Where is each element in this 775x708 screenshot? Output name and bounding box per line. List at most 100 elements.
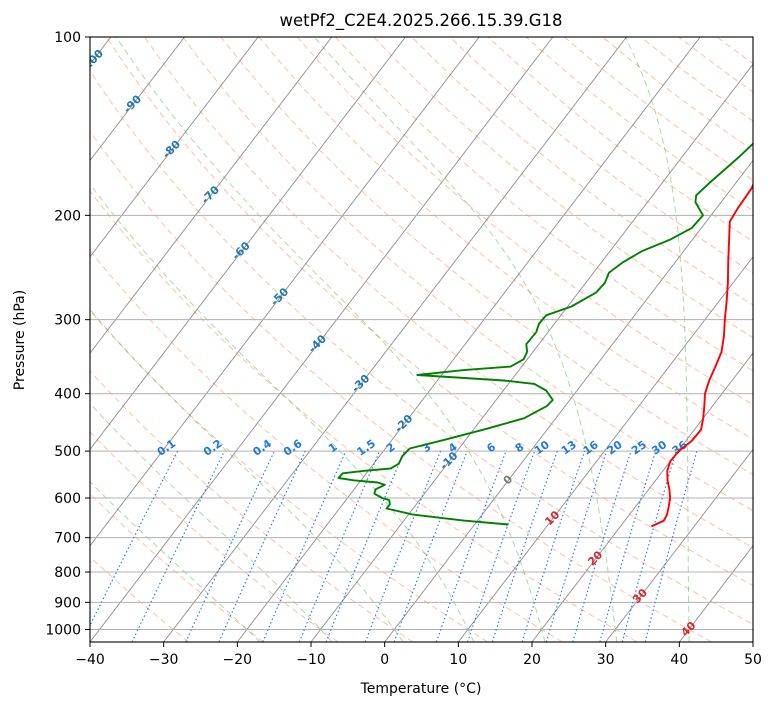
- y-tick-label: 100: [54, 30, 81, 46]
- isotherm-line: [531, 352, 753, 642]
- dry-adiabat: [525, 37, 753, 212]
- mixing-ratio-label: 20: [605, 438, 625, 458]
- mixing-ratio-line: [364, 450, 442, 642]
- mixing-ratio-line: [599, 450, 657, 642]
- dry-adiabat: [258, 37, 753, 440]
- moist-adiabat: [90, 183, 475, 642]
- dry-adiabat: [90, 70, 753, 625]
- dry-adiabat: [755, 37, 775, 642]
- isotherm-line: [457, 256, 753, 642]
- temperature-line: [651, 182, 753, 528]
- isotherm-line: [236, 37, 701, 642]
- mixing-ratio-label: 1.5: [355, 437, 378, 459]
- isotherm-line: [163, 37, 627, 642]
- isotherm-label: -70: [199, 183, 222, 206]
- mixing-ratio-label: 10: [532, 438, 552, 458]
- moist-adiabat: [90, 308, 404, 642]
- x-tick-label: 50: [744, 652, 762, 668]
- x-tick-label: −40: [75, 652, 105, 668]
- dry-adiabat: [90, 249, 563, 642]
- chart-title: wetPf2_C2E4.2025.266.15.39.G18: [279, 11, 562, 31]
- moist-adiabat: [624, 37, 690, 642]
- mixing-ratio-line: [90, 450, 179, 627]
- mixing-ratio-line: [491, 450, 558, 642]
- isotherm-label: 0: [501, 472, 516, 487]
- mixing-ratio-line: [621, 450, 677, 642]
- mixing-ratio-label: 13: [559, 438, 579, 457]
- dry-adiabat: [335, 37, 753, 372]
- mixing-ratio-label: 8: [513, 440, 527, 455]
- dry-adiabat: [90, 556, 190, 642]
- moist-adiabat: [90, 481, 261, 642]
- pressure-gridlines: [90, 37, 753, 630]
- y-tick-label: 400: [54, 387, 81, 403]
- mixing-ratio-label: 30: [649, 438, 669, 458]
- mixing-ratio-line: [466, 450, 536, 642]
- dry-adiabat: [90, 493, 264, 642]
- y-axis: 100 200 300 400 500 600 700 800 900 1000: [45, 30, 90, 638]
- dry-adiabat: [90, 431, 339, 642]
- mixing-ratio-line: [644, 450, 698, 642]
- sounding-series: [337, 142, 753, 528]
- y-tick-label: 700: [54, 531, 81, 547]
- dry-adiabat: [716, 37, 753, 65]
- moist-adiabat: [115, 37, 546, 642]
- mixing-ratio-lines: [90, 450, 698, 642]
- mixing-ratio-label: 2: [384, 440, 398, 455]
- mixing-ratio-label: 25: [629, 438, 649, 457]
- isotherm-label: -20: [392, 412, 415, 435]
- mixing-ratio-line: [325, 450, 405, 642]
- isotherm-label: -60: [230, 239, 253, 262]
- dry-adiabat: [90, 130, 712, 642]
- y-tick-label: 600: [54, 491, 81, 507]
- moist-adiabat: [90, 402, 333, 642]
- x-tick-label: −10: [296, 652, 326, 668]
- y-tick-label: 900: [54, 595, 81, 611]
- isotherm-label: 40: [679, 619, 699, 639]
- dry-adiabat: [90, 370, 414, 642]
- isotherm-line: [384, 159, 753, 642]
- skewed-isotherms: [90, 37, 753, 642]
- isotherm-line: [605, 448, 753, 642]
- x-tick-label: 30: [597, 652, 615, 668]
- dewpoint-line: [337, 142, 753, 526]
- dry-adiabat: [678, 37, 753, 93]
- isotherm-line: [90, 37, 333, 354]
- mixing-ratio-line: [393, 450, 468, 642]
- dry-adiabat: [640, 37, 753, 122]
- isotherm-line: [90, 37, 259, 258]
- mixing-ratio-label: 6: [484, 440, 498, 455]
- dry-adiabat: [90, 190, 638, 642]
- dry-adiabat: [182, 37, 753, 512]
- x-tick-label: 20: [523, 652, 541, 668]
- dry-adiabat: [449, 37, 753, 274]
- mixing-ratio-label: 0.6: [281, 437, 305, 459]
- y-tick-label: 500: [54, 444, 81, 460]
- isotherm-label: 20: [585, 548, 605, 568]
- x-tick-label: −30: [149, 652, 179, 668]
- plot-frame: [89, 36, 754, 643]
- isotherm-label: -90: [121, 92, 144, 115]
- x-tick-label: 0: [380, 652, 389, 668]
- dry-adiabat: [144, 37, 753, 549]
- x-axis-label: Temperature (°C): [360, 681, 482, 697]
- isotherm-line: [90, 37, 554, 642]
- mixing-ratio-line: [545, 450, 608, 642]
- mixing-ratio-label: 0.2: [201, 437, 224, 459]
- plot-area: 0.1 0.2 0.4 0.6 1 1.5 2 3 4 6 8 10 13 16 20 25 30 36 -100…: [90, 37, 775, 642]
- dry-adiabat: [106, 37, 753, 587]
- mixing-ratio-label: 0.4: [251, 437, 275, 459]
- dry-adiabat: [296, 37, 753, 406]
- dry-adiabat: [90, 309, 488, 642]
- moist-adiabat: [313, 37, 618, 642]
- isotherm-line: [90, 37, 480, 547]
- y-tick-label: 300: [54, 313, 81, 329]
- x-tick-label: −20: [223, 652, 253, 668]
- dry-adiabats: [90, 37, 775, 642]
- isotherm-line: [678, 544, 753, 642]
- x-axis: −40 −30 −20 −10 0 10 20 30 40 50: [75, 642, 762, 668]
- y-axis-label: Pressure (hPa): [12, 290, 28, 390]
- x-tick-label: 40: [670, 652, 688, 668]
- mixing-ratio-line: [262, 450, 347, 642]
